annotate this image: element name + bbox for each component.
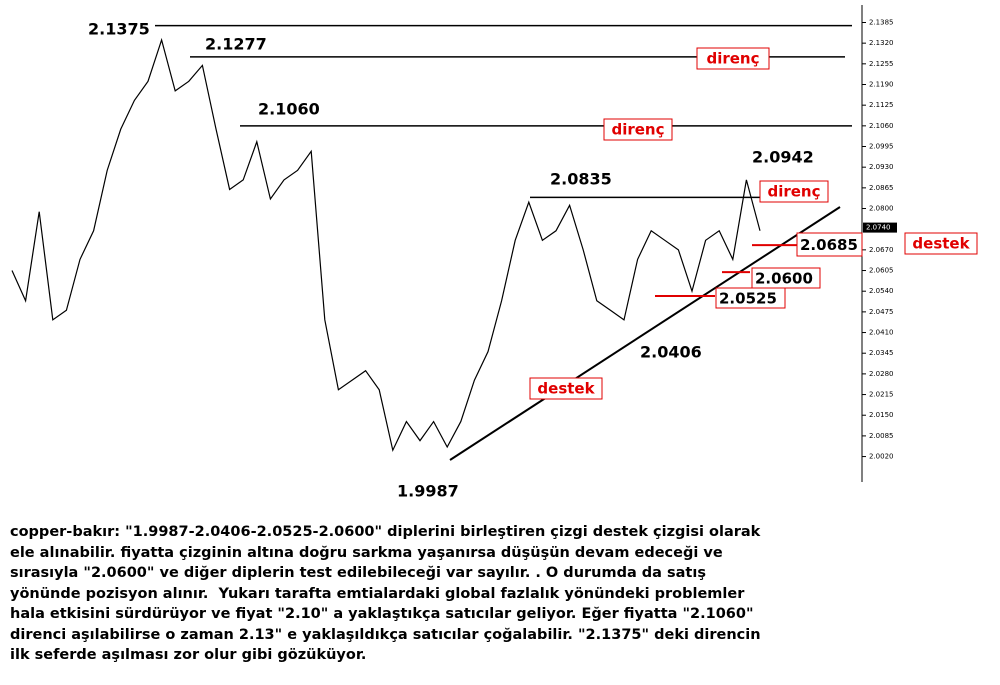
- y-tick-label: 2.0410: [869, 329, 894, 337]
- caption: copper-bakır: "1.9987-2.0406-2.0525-2.06…: [10, 522, 761, 666]
- y-tick-label: 2.0605: [869, 267, 894, 275]
- caption-line: ilk seferde aşılması zor olur gibi gözük…: [10, 647, 367, 663]
- y-tick-label: 2.1320: [869, 39, 894, 47]
- trendline: [449, 206, 841, 461]
- level-label: 2.0600: [755, 270, 813, 288]
- caption-line: ele alınabilir. fiyatta çizginin altına …: [10, 544, 723, 561]
- y-tick-label: 2.0085: [869, 432, 894, 440]
- y-tick-label: 2.0670: [869, 246, 894, 254]
- level-label: 2.0525: [719, 290, 777, 308]
- level-label: 2.1375: [88, 20, 150, 39]
- y-tick-label: 2.0930: [869, 163, 894, 171]
- level-label: 2.0685: [800, 236, 858, 254]
- y-tick-label: 2.0345: [869, 349, 894, 357]
- label-box: [796, 232, 863, 257]
- zone-box: [904, 232, 978, 255]
- zone-label: direnç: [706, 50, 759, 68]
- y-tick-label: 2.1060: [869, 122, 894, 130]
- price-line: [11, 37, 761, 453]
- y-tick-label: 2.1190: [869, 81, 894, 89]
- point-label: 1.9987: [397, 482, 459, 501]
- zone-box: [759, 180, 829, 203]
- price-tag-label: 2.0740: [866, 224, 891, 232]
- y-tick-label: 2.1385: [869, 18, 894, 26]
- level-label: 2.0835: [550, 170, 612, 189]
- caption-line: hala etkisini sürdürüyor ve fiyat "2.10"…: [10, 606, 754, 622]
- level-label: 2.1060: [258, 100, 320, 119]
- price-tag: [863, 222, 897, 233]
- y-tick-label: 2.0865: [869, 184, 894, 192]
- caption-line: copper-bakır: "1.9987-2.0406-2.0525-2.06…: [10, 524, 761, 540]
- caption-line: direnci aşılabilirse o zaman 2.13" e yak…: [10, 626, 761, 643]
- y-tick-label: 2.0280: [869, 370, 894, 378]
- zone-box: [603, 118, 673, 141]
- caption-line: sırasıyla "2.0600" ve diğer diplerin tes…: [10, 565, 706, 581]
- level-label: 2.1277: [205, 35, 267, 54]
- zone-box: [696, 47, 770, 70]
- zone-label: direnç: [611, 121, 664, 139]
- zone-label: destek: [912, 235, 970, 253]
- zone-box: [529, 377, 603, 400]
- point-label: 2.0942: [752, 148, 814, 167]
- y-tick-label: 2.0540: [869, 287, 894, 295]
- y-tick-label: 2.0020: [869, 453, 894, 461]
- y-tick-label: 2.0150: [869, 411, 894, 419]
- point-label: 2.0406: [640, 343, 702, 362]
- y-tick-label: 2.1125: [869, 101, 894, 109]
- label-box: [751, 267, 821, 289]
- label-box: [715, 287, 786, 309]
- y-tick-label: 2.0215: [869, 391, 894, 399]
- y-tick-label: 2.0995: [869, 143, 894, 151]
- chart: 2.1385 2.1320 2.1255 2.1190 2.1125 2.1060 2.09…: [11, 5, 978, 501]
- y-tick-label: 2.0475: [869, 308, 894, 316]
- zone-label: destek: [537, 380, 595, 398]
- y-tick-label: 2.1255: [869, 60, 894, 68]
- caption-line: yönünde pozisyon alınır. Yukarı tarafta …: [10, 585, 745, 602]
- zone-label: direnç: [767, 183, 820, 201]
- y-tick-label: 2.0800: [869, 205, 894, 213]
